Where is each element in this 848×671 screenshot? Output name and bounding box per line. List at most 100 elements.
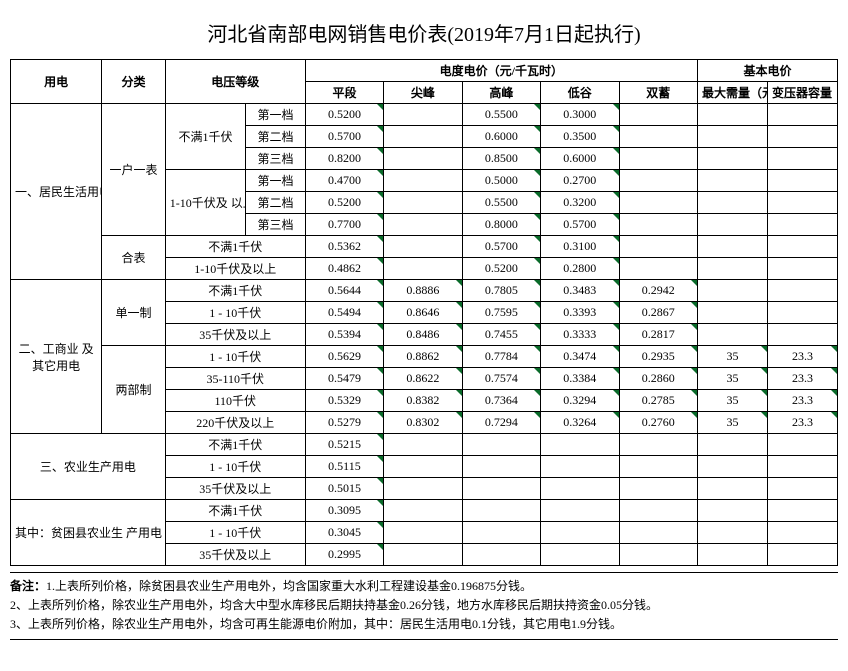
- hdr-max-demand: 最大需量（元/千瓦: [697, 82, 767, 104]
- cell-md: 35: [697, 412, 767, 434]
- cell-high: 0.7364: [462, 390, 540, 412]
- notes-label: 备注：: [10, 579, 46, 593]
- cell-flat: 0.5629: [305, 346, 383, 368]
- cell-flat: 0.5279: [305, 412, 383, 434]
- cell-double: 0.2942: [619, 280, 697, 302]
- hdr-usage: 用电: [11, 60, 102, 104]
- cell-valley: 0.5700: [541, 214, 619, 236]
- cell-high: 0.5700: [462, 236, 540, 258]
- cell-valley: 0.3000: [541, 104, 619, 126]
- cell-high: 0.6000: [462, 126, 540, 148]
- cat3-name: 三、农业生产用电: [11, 434, 166, 500]
- cell-double: 0.2860: [619, 368, 697, 390]
- cell-flat: 0.5394: [305, 324, 383, 346]
- voltage-label: 不满1千伏: [165, 280, 305, 302]
- voltage-label: 1 - 10千伏: [165, 302, 305, 324]
- cell-valley: 0.3264: [541, 412, 619, 434]
- cell-valley: 0.2700: [541, 170, 619, 192]
- voltage-label: 35-110千伏: [165, 368, 305, 390]
- cat1-sub-a: 一户一表: [102, 104, 166, 236]
- cell-valley: 0.3333: [541, 324, 619, 346]
- note-1: 1.上表所列价格，除贫困县农业生产用电外，均含国家重大水利工程建设基金0.196…: [46, 579, 532, 593]
- cell-flat: 0.3045: [305, 522, 383, 544]
- cell-high: 0.5200: [462, 258, 540, 280]
- note-3: 3、上表所列价格，除农业生产用电外，均含可再生能源电价附加，其中：居民生活用电0…: [10, 615, 838, 634]
- voltage-label: 不满1千伏: [165, 500, 305, 522]
- cell-peak: 0.8646: [384, 302, 462, 324]
- cell-high: 0.7294: [462, 412, 540, 434]
- cell-flat: 0.5479: [305, 368, 383, 390]
- hdr-flat: 平段: [305, 82, 383, 104]
- cell-double: 0.2935: [619, 346, 697, 368]
- cell-high: 0.7574: [462, 368, 540, 390]
- table-row: 两部制 1 - 10千伏 0.5629 0.8862 0.7784 0.3474…: [11, 346, 838, 368]
- hdr-voltage: 电压等级: [165, 60, 305, 104]
- cell-tc: 23.3: [767, 412, 837, 434]
- cat1-volt-b1: 不满1千伏: [165, 236, 305, 258]
- cell-valley: 0.3483: [541, 280, 619, 302]
- hdr-high: 高峰: [462, 82, 540, 104]
- cell-high: 0.7455: [462, 324, 540, 346]
- hdr-double: 双蓄: [619, 82, 697, 104]
- voltage-label: 1 - 10千伏: [165, 346, 305, 368]
- cell-flat: 0.5200: [305, 104, 383, 126]
- cat1-name: 一、居民生活用电: [11, 104, 102, 280]
- cell-flat: 0.5329: [305, 390, 383, 412]
- cell-flat: 0.7700: [305, 214, 383, 236]
- cell-valley: 0.3384: [541, 368, 619, 390]
- cell-valley: 0.6000: [541, 148, 619, 170]
- notes-section: 备注：1.上表所列价格，除贫困县农业生产用电外，均含国家重大水利工程建设基金0.…: [10, 572, 838, 640]
- cell-double: 0.2785: [619, 390, 697, 412]
- cat1-sub-b: 合表: [102, 236, 166, 280]
- cell-flat: 0.5115: [305, 456, 383, 478]
- cell-high: 0.5500: [462, 192, 540, 214]
- cell-high: 0.7805: [462, 280, 540, 302]
- cell-valley: 0.3500: [541, 126, 619, 148]
- page-title: 河北省南部电网销售电价表(2019年7月1日起执行): [10, 18, 838, 47]
- hdr-peak: 尖峰: [384, 82, 462, 104]
- tier-label: 第三档: [246, 214, 305, 236]
- cell-double: 0.2867: [619, 302, 697, 324]
- cell-flat: 0.5494: [305, 302, 383, 324]
- cell-valley: 0.3100: [541, 236, 619, 258]
- cell-peak: 0.8302: [384, 412, 462, 434]
- cell-high: 0.7595: [462, 302, 540, 324]
- table-row: 二、工商业 及其它用电 单一制 不满1千伏 0.5644 0.8886 0.78…: [11, 280, 838, 302]
- cell-double: 0.2760: [619, 412, 697, 434]
- tier-label: 第二档: [246, 126, 305, 148]
- voltage-label: 35千伏及以上: [165, 324, 305, 346]
- cell-peak: 0.8886: [384, 280, 462, 302]
- cell-high: 0.5000: [462, 170, 540, 192]
- cell-flat: 0.8200: [305, 148, 383, 170]
- cat1-volt-b2: 1-10千伏及以上: [165, 258, 305, 280]
- cell-flat: 0.4700: [305, 170, 383, 192]
- cell-flat: 0.4862: [305, 258, 383, 280]
- cell-tc: 23.3: [767, 390, 837, 412]
- note-2: 2、上表所列价格，除农业生产用电外，均含大中型水库移民后期扶持基金0.26分钱，…: [10, 596, 838, 615]
- voltage-label: 1 - 10千伏: [165, 456, 305, 478]
- cell-flat: 0.5215: [305, 434, 383, 456]
- voltage-label: 110千伏: [165, 390, 305, 412]
- cell-flat: 0.5200: [305, 192, 383, 214]
- cell-flat: 0.5700: [305, 126, 383, 148]
- voltage-label: 35千伏及以上: [165, 544, 305, 566]
- cell-flat: 0.3095: [305, 500, 383, 522]
- cell-peak: 0.8382: [384, 390, 462, 412]
- hdr-class: 分类: [102, 60, 166, 104]
- hdr-energy-group: 电度电价（元/千瓦时）: [305, 60, 697, 82]
- cat2-sub-b: 两部制: [102, 346, 166, 434]
- cell-valley: 0.3474: [541, 346, 619, 368]
- cell-flat: 0.2995: [305, 544, 383, 566]
- cell-peak: 0.8622: [384, 368, 462, 390]
- cell-double: 0.2817: [619, 324, 697, 346]
- voltage-label: 35千伏及以上: [165, 478, 305, 500]
- cell-md: 35: [697, 346, 767, 368]
- cell-peak: 0.8862: [384, 346, 462, 368]
- cell-md: 35: [697, 368, 767, 390]
- cell-peak: 0.8486: [384, 324, 462, 346]
- cat4-name: 其中：贫困县农业生 产用电: [11, 500, 166, 566]
- voltage-label: 1 - 10千伏: [165, 522, 305, 544]
- cell-tc: 23.3: [767, 346, 837, 368]
- cell-valley: 0.3294: [541, 390, 619, 412]
- table-row: 其中：贫困县农业生 产用电 不满1千伏 0.3095: [11, 500, 838, 522]
